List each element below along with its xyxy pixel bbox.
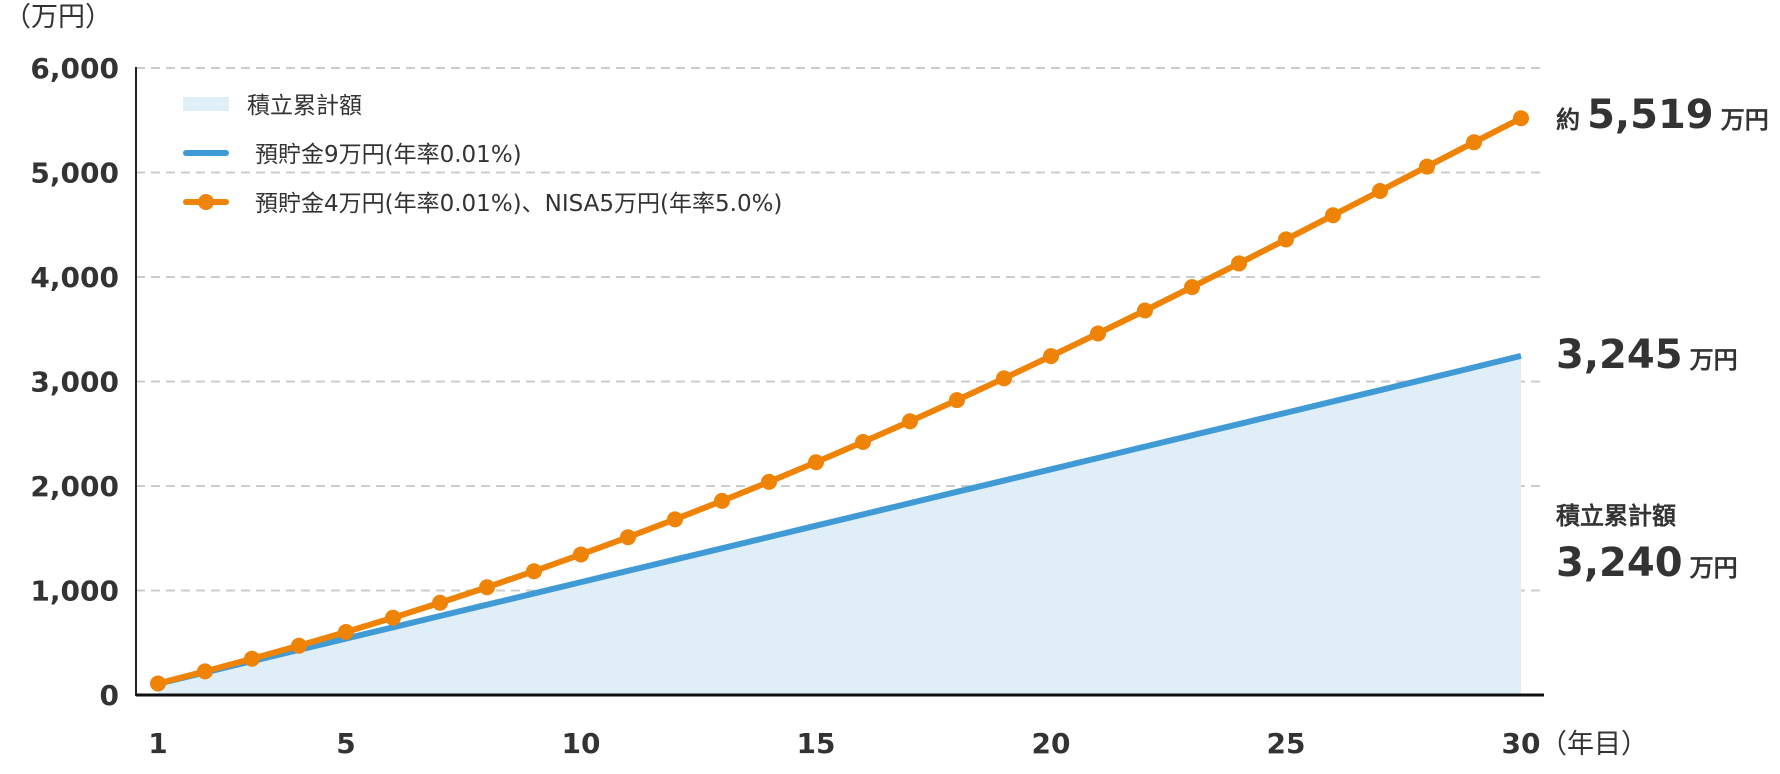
x-axis-unit: （年目） xyxy=(1540,729,1648,760)
savings-line xyxy=(157,352,1522,687)
x-tick-label: 25 xyxy=(1267,727,1306,760)
data-point-marker xyxy=(949,392,965,409)
y-axis-ticks: 0 1,000 2,000 3,000 4,000 5,000 6,000 xyxy=(30,52,119,712)
nisa-line xyxy=(150,110,1529,692)
y-tick-label: 0 xyxy=(100,679,119,712)
x-tick-label: 5 xyxy=(336,727,355,760)
data-point-marker xyxy=(1325,207,1341,224)
data-point-marker xyxy=(291,637,307,654)
data-point-marker xyxy=(1513,110,1529,127)
y-tick-label: 6,000 xyxy=(30,52,119,85)
annotation-savings-total: 3,245 万円 xyxy=(1556,332,1738,378)
legend-item-cumulative: 積立累計額 xyxy=(183,93,362,119)
data-point-marker xyxy=(338,623,354,640)
data-point-marker xyxy=(855,434,871,451)
annotation-unit: 万円 xyxy=(1721,106,1769,134)
svg-text:3,245 万円: 3,245 万円 xyxy=(1556,332,1738,378)
legend-label: 積立累計額 xyxy=(247,93,362,119)
data-point-marker xyxy=(667,511,683,528)
annotation-value: 3,245 xyxy=(1556,332,1683,378)
annotation-unit: 万円 xyxy=(1690,554,1738,582)
data-point-marker xyxy=(385,609,401,626)
data-point-marker xyxy=(526,563,542,580)
data-point-marker xyxy=(1043,348,1059,365)
legend-item-nisa: 預貯金4万円(年率0.01%)、NISA5万円(年率5.0%) xyxy=(183,191,782,217)
data-point-marker xyxy=(1090,325,1106,342)
x-tick-label: 10 xyxy=(562,727,601,760)
legend-swatch-area xyxy=(183,97,229,111)
data-point-marker xyxy=(620,529,636,546)
annotation-prefix: 約 xyxy=(1556,106,1580,134)
annotation-cumulative-total: 積立累計額 3,240 万円 xyxy=(1556,502,1738,586)
data-point-marker xyxy=(244,650,260,667)
data-point-marker xyxy=(714,492,730,509)
data-point-marker xyxy=(1372,183,1388,200)
legend-marker-icon xyxy=(198,194,214,210)
x-tick-label: 20 xyxy=(1032,727,1071,760)
data-point-marker xyxy=(1231,255,1247,272)
x-tick-label: 1 xyxy=(148,727,167,760)
data-point-marker xyxy=(902,413,918,430)
axes xyxy=(135,67,1544,697)
data-point-marker xyxy=(1184,279,1200,296)
y-tick-label: 4,000 xyxy=(30,261,119,294)
svg-text:3,240 万円: 3,240 万円 xyxy=(1556,540,1738,586)
legend-label: 預貯金4万円(年率0.01%)、NISA5万円(年率5.0%) xyxy=(255,191,782,217)
x-tick-label: 15 xyxy=(797,727,836,760)
nisa-polyline xyxy=(157,115,1523,687)
data-point-marker xyxy=(432,594,448,611)
y-axis-unit: （万円） xyxy=(4,2,112,33)
annotation-nisa-total: 約 5,519 万円 xyxy=(1556,92,1769,138)
data-point-marker xyxy=(197,663,213,680)
data-point-marker xyxy=(808,454,824,471)
legend-label: 預貯金9万円(年率0.01%) xyxy=(255,142,522,168)
data-point-marker xyxy=(1278,231,1294,248)
annotation-unit: 万円 xyxy=(1690,346,1738,374)
y-tick-label: 2,000 xyxy=(30,470,119,503)
y-tick-label: 3,000 xyxy=(30,366,119,399)
x-axis-ticks: 1 5 10 15 20 25 30 xyxy=(148,727,1540,760)
data-point-marker xyxy=(1466,134,1482,151)
annotation-value: 5,519 xyxy=(1587,92,1714,138)
data-point-marker xyxy=(479,579,495,596)
legend: 積立累計額 預貯金9万円(年率0.01%) 預貯金4万円(年率0.01%)、NI… xyxy=(183,93,782,217)
y-tick-label: 1,000 xyxy=(30,575,119,608)
annotation-label: 積立累計額 xyxy=(1556,502,1676,530)
x-tick-label: 30 xyxy=(1502,727,1541,760)
y-tick-label: 5,000 xyxy=(30,157,119,190)
savings-polyline xyxy=(157,352,1522,687)
data-point-marker xyxy=(573,546,589,563)
data-point-marker xyxy=(761,473,777,490)
data-point-marker xyxy=(1137,302,1153,319)
data-point-marker xyxy=(996,370,1012,387)
data-point-marker xyxy=(1419,158,1435,175)
svg-text:約 5,519 万円: 約 5,519 万円 xyxy=(1556,92,1769,138)
annotation-value: 3,240 xyxy=(1556,540,1683,586)
legend-item-savings: 預貯金9万円(年率0.01%) xyxy=(183,142,522,168)
data-point-marker xyxy=(150,675,166,692)
